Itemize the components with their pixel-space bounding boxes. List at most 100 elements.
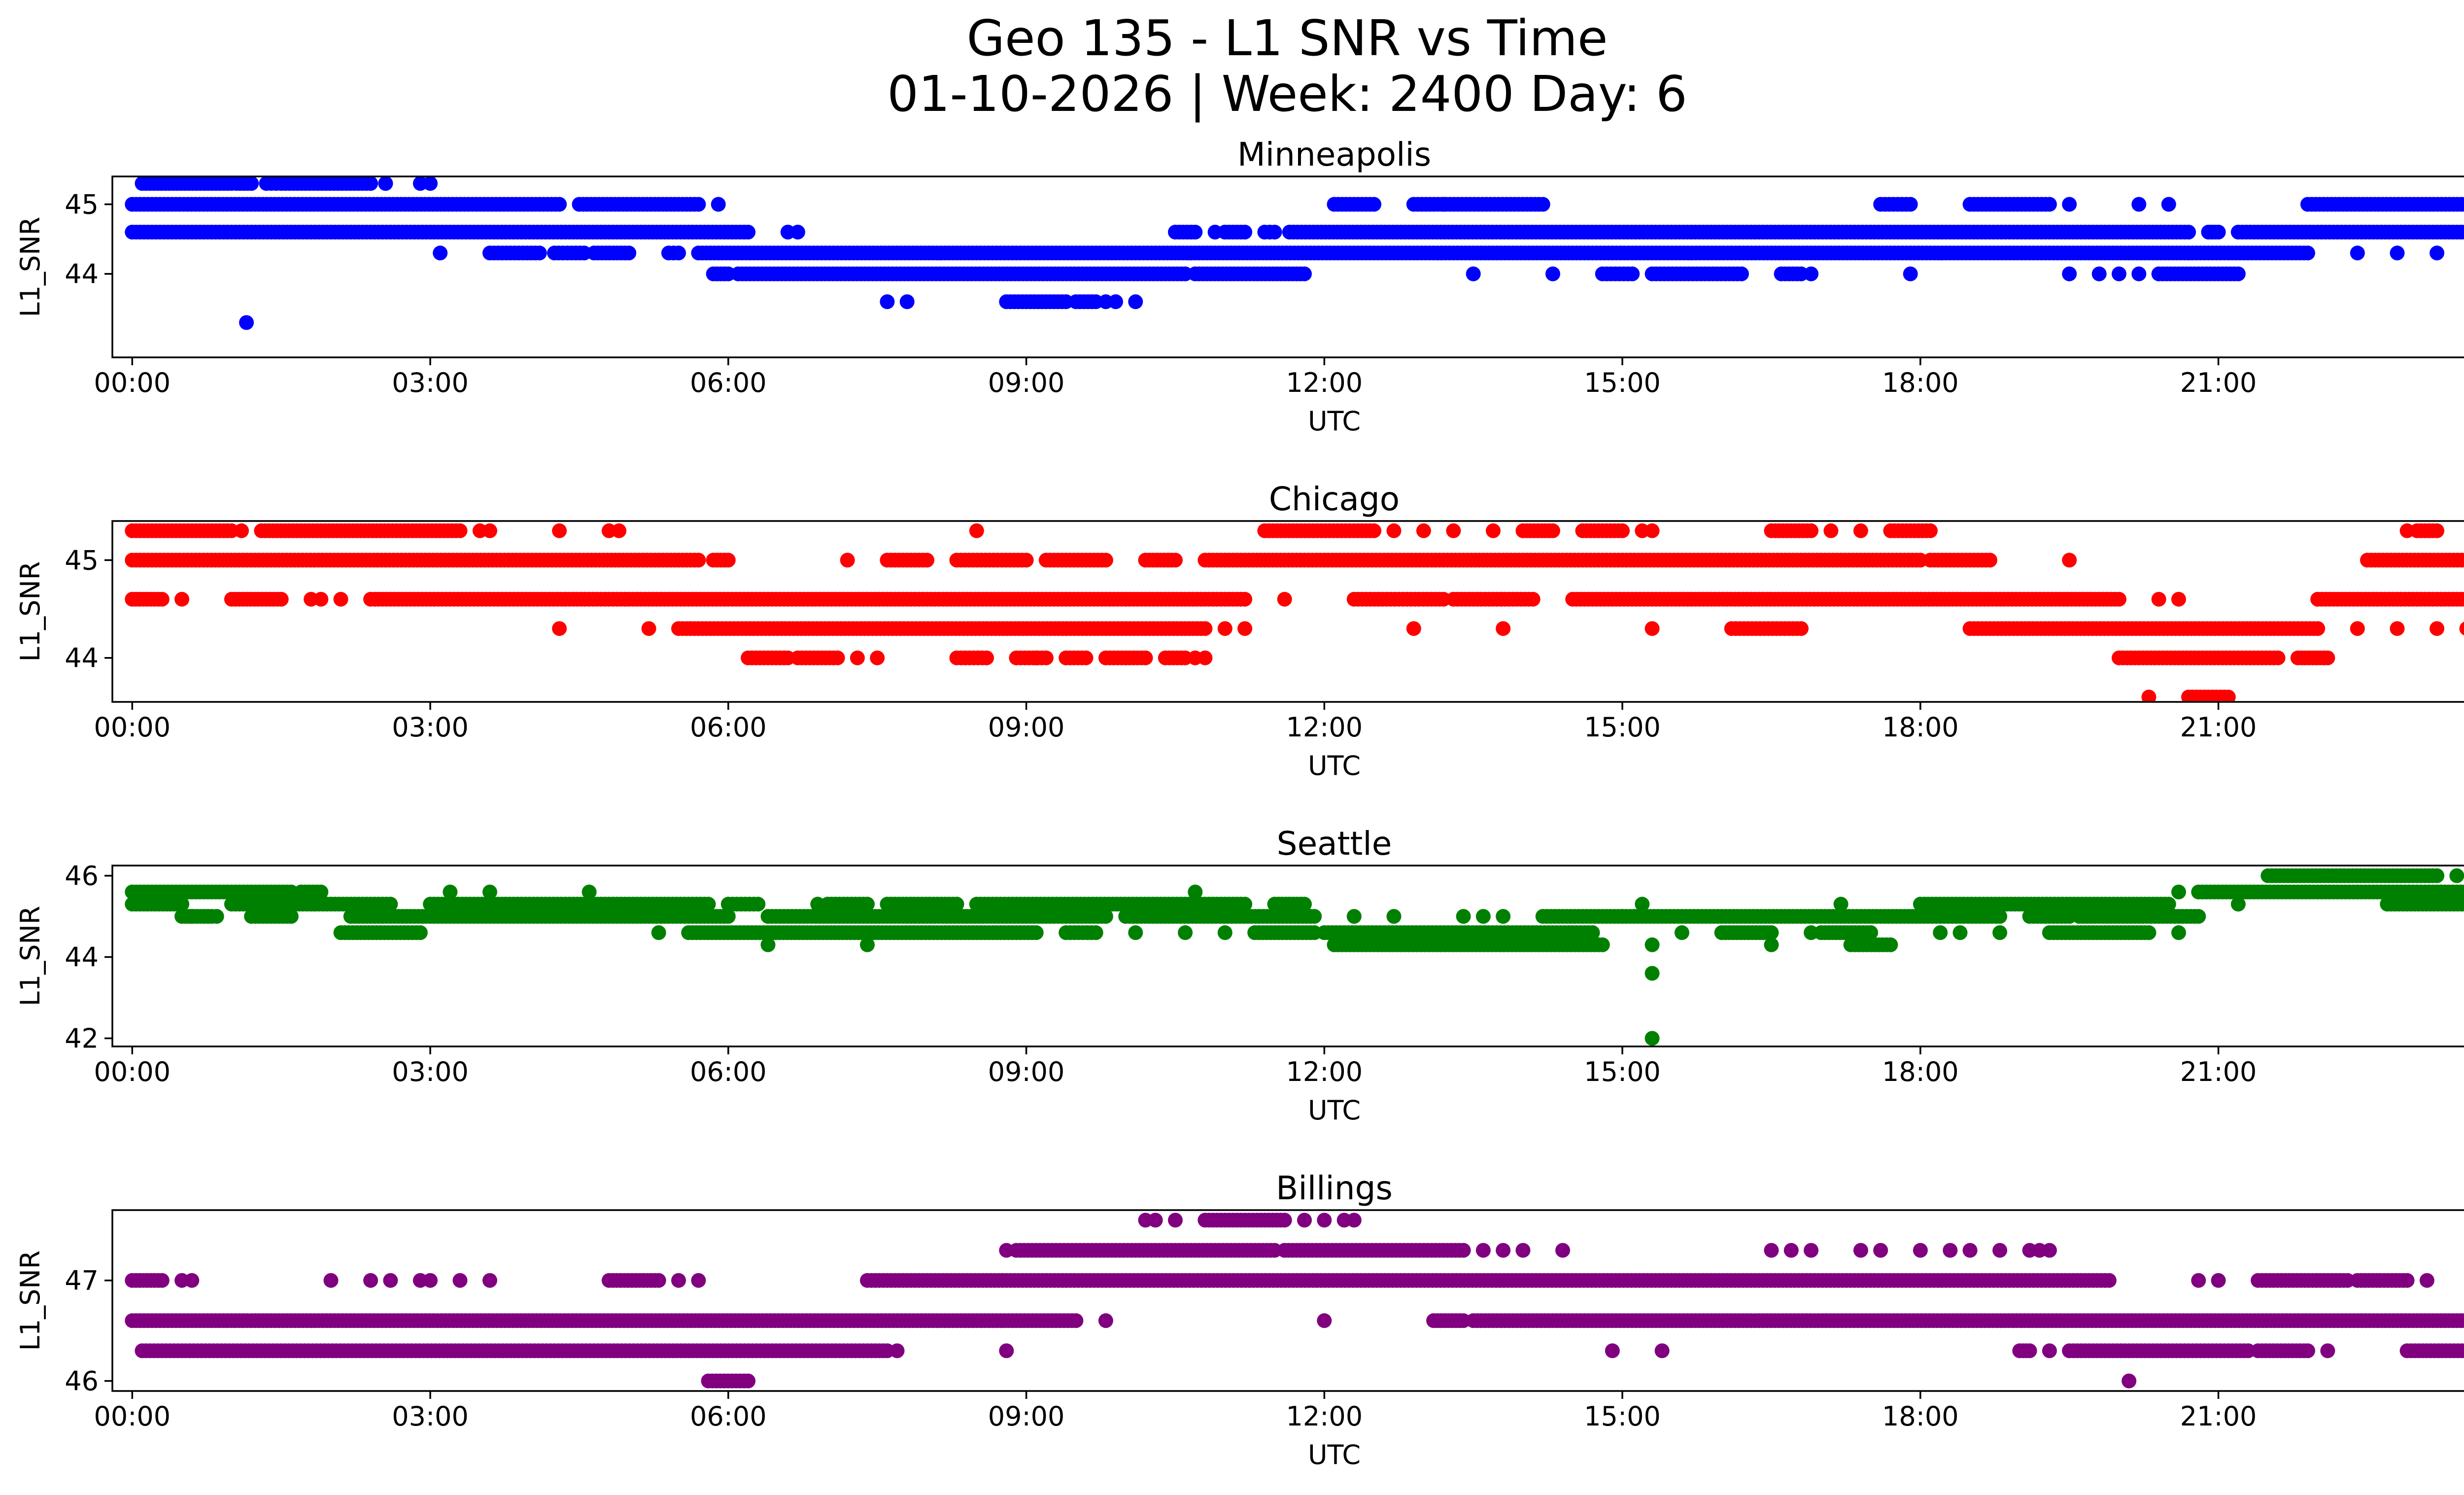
data-point xyxy=(2161,897,2176,912)
y-axis-label: L1_SNR xyxy=(15,217,46,317)
data-point xyxy=(2462,199,2464,210)
y-tick-label: 42 xyxy=(65,1023,99,1054)
data-point xyxy=(1297,266,1312,281)
data-point xyxy=(651,1273,666,1288)
data-point xyxy=(2419,1273,2434,1288)
data-point xyxy=(2430,868,2445,883)
data-point xyxy=(1267,224,1282,240)
x-tick-label: 12:00 xyxy=(1286,712,1363,743)
panel-title: Seattle xyxy=(1277,825,1392,863)
data-point xyxy=(1952,925,1968,940)
panel-minneapolis: 00:00 03:00 06:00 09:00 12:00 15:00 18:00 21:00… xyxy=(15,136,2464,437)
axes-frame xyxy=(111,520,2464,703)
data-point xyxy=(1923,523,1938,538)
data-point xyxy=(612,523,627,538)
data-point xyxy=(2430,245,2445,261)
data-point xyxy=(1386,523,1402,538)
x-tick-label: 03:00 xyxy=(392,1056,469,1087)
data-point xyxy=(1128,925,1143,940)
series-points xyxy=(125,868,2464,1046)
data-point xyxy=(1734,266,1749,281)
data-point xyxy=(711,197,726,212)
data-point xyxy=(1804,925,1819,940)
data-point xyxy=(2449,868,2464,883)
data-point xyxy=(899,294,915,310)
data-point xyxy=(2091,266,2107,281)
data-point xyxy=(1475,1243,1491,1258)
data-point xyxy=(1148,1213,1163,1228)
data-point xyxy=(1456,1243,1471,1258)
data-point xyxy=(2101,1273,2117,1288)
data-point xyxy=(184,1273,200,1288)
data-point xyxy=(1644,621,1660,636)
data-point xyxy=(333,591,348,607)
data-point xyxy=(2458,897,2464,911)
data-point xyxy=(313,591,329,607)
x-tick-label: 21:00 xyxy=(2180,712,2257,743)
data-point xyxy=(1903,266,1918,281)
data-point xyxy=(552,523,567,538)
data-point xyxy=(1585,925,1600,940)
x-tick-label: 18:00 xyxy=(1882,1056,1959,1087)
data-point xyxy=(1466,266,1481,281)
data-point xyxy=(2141,690,2156,702)
x-tick-label: 09:00 xyxy=(988,1056,1065,1087)
data-point xyxy=(1346,1213,1362,1228)
figure-title-line2: 01-10-2026 | Week: 2400 Day: 6 xyxy=(887,65,1687,123)
data-point xyxy=(1853,523,1868,538)
data-point xyxy=(1198,650,1213,665)
data-point xyxy=(274,591,289,607)
data-point xyxy=(1962,1243,1978,1258)
data-point xyxy=(1675,925,1689,940)
data-point xyxy=(174,591,190,607)
x-tick-label: 12:00 xyxy=(1286,1056,1363,1087)
data-point xyxy=(383,897,398,912)
data-point xyxy=(2430,621,2445,636)
x-tick-label: 06:00 xyxy=(690,712,767,743)
data-point xyxy=(969,523,984,538)
data-point xyxy=(741,224,756,240)
data-point xyxy=(2430,523,2445,538)
y-tick-label: 45 xyxy=(65,189,99,220)
data-point xyxy=(2151,591,2166,607)
data-point xyxy=(2181,224,2196,240)
data-point xyxy=(433,245,448,261)
data-point xyxy=(1535,197,1550,212)
data-point xyxy=(2462,899,2464,909)
data-point xyxy=(2461,593,2464,605)
data-point xyxy=(1078,650,1094,665)
data-point xyxy=(751,897,766,912)
data-point xyxy=(701,897,716,912)
data-point xyxy=(1486,523,1501,538)
data-point xyxy=(1386,909,1402,924)
data-point xyxy=(2171,884,2186,900)
data-point xyxy=(1237,897,1253,912)
data-point xyxy=(1992,925,2008,940)
series-points xyxy=(125,176,2464,330)
series-points xyxy=(125,1213,2464,1389)
data-point xyxy=(1863,925,1879,940)
data-point xyxy=(1496,909,1511,924)
data-point xyxy=(1138,650,1153,665)
data-point xyxy=(2230,897,2246,912)
data-point xyxy=(2399,523,2415,538)
data-point xyxy=(1406,621,1421,636)
data-point xyxy=(1207,224,1223,240)
panel-chicago: 00:00 03:00 06:00 09:00 12:00 15:00 18:00 21:00… xyxy=(15,480,2464,781)
data-point xyxy=(363,1273,378,1288)
data-point xyxy=(2112,591,2126,607)
data-point xyxy=(2062,553,2077,568)
data-point xyxy=(1188,224,1203,240)
data-point xyxy=(1297,1213,1312,1228)
data-point xyxy=(482,523,497,538)
data-point xyxy=(2062,197,2077,212)
x-tick-label: 00:00 xyxy=(94,712,171,743)
data-point xyxy=(582,884,597,900)
data-point xyxy=(1515,1243,1531,1258)
data-point xyxy=(2458,553,2464,568)
data-point xyxy=(2171,925,2186,940)
data-point xyxy=(1277,591,1292,607)
data-point xyxy=(552,621,567,636)
